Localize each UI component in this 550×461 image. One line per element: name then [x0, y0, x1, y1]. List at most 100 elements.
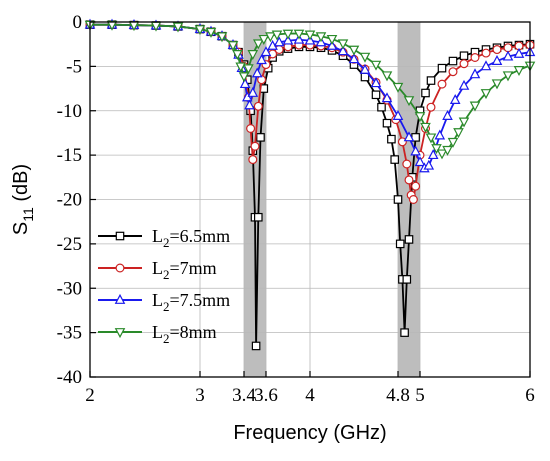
series-0-point-31: [377, 102, 386, 112]
series-1-point-35: [408, 195, 418, 205]
y-tick-label-6: -30: [57, 278, 82, 299]
legend-marker-1: [115, 263, 125, 273]
series-3-point-6: [205, 27, 217, 38]
series-3-point-11: [238, 72, 250, 83]
series-2-point-42: [480, 60, 492, 71]
legend-label-main-2: L: [152, 290, 163, 310]
series-3-point-28: [392, 82, 404, 93]
series-3-point-12: [243, 64, 254, 75]
series-0-point-44: [421, 88, 430, 98]
series-1-point-46: [503, 43, 513, 53]
series-0-point-39: [402, 275, 412, 284]
legend-entry-2: L2=7.5mm: [98, 290, 230, 314]
series-0-point-36: [395, 239, 405, 249]
series-3-point-17: [271, 30, 283, 41]
series-1-point-12: [246, 123, 256, 133]
series-3-point-33: [431, 144, 442, 155]
series-2-point-41: [469, 68, 481, 79]
series-2-point-28: [370, 77, 382, 88]
series-3-point-32: [425, 133, 437, 144]
legend-label-main-0: L: [152, 226, 163, 246]
legend-label-sub-1: 2: [163, 267, 170, 282]
series-2-point-17: [260, 46, 272, 57]
y-axis-title-sub: 11: [20, 207, 36, 222]
x-tick-label-7: 6: [525, 385, 535, 406]
legend-label-sub-2: 2: [163, 299, 170, 314]
series-3-point-23: [337, 39, 349, 50]
series-1-point-40: [437, 79, 447, 89]
series-0-point-48: [459, 51, 469, 61]
series-0-point-15: [251, 341, 261, 351]
series-0-point-46: [437, 63, 447, 73]
y-tick-label-3: -15: [57, 145, 82, 166]
x-tick-labels: 2 3 3.43.6 4 4.8 5 6: [85, 385, 535, 406]
series-1-point-15: [253, 101, 263, 111]
series-3-point-41: [491, 79, 503, 90]
series-3-point-18: [282, 29, 294, 40]
series-2-point-25: [337, 45, 349, 56]
series-3-point-5: [194, 25, 206, 36]
series-2-point-27: [359, 63, 371, 74]
y-tick-label-4: -20: [57, 190, 82, 211]
series-2-point-31: [403, 131, 415, 142]
series-3-point-29: [403, 96, 415, 107]
series-2-point-26: [348, 53, 360, 64]
series-3-point-20: [304, 30, 316, 41]
x-tick-label-3: 3.6: [254, 385, 278, 406]
series-3-point-21: [315, 32, 327, 43]
legend-entry-3: L2=8mm: [98, 322, 217, 346]
series-2-point-33: [414, 156, 426, 167]
y-tick-label-0: 0: [73, 12, 83, 33]
series-1-point-14: [250, 141, 260, 151]
series-0-point-45: [426, 76, 436, 85]
series-3-point-4: [172, 22, 184, 33]
legend-label-1: L2=7mm: [152, 258, 217, 282]
series-3-point-14: [253, 39, 264, 50]
series-0-point-40: [404, 235, 414, 244]
series-3-point-25: [359, 52, 371, 63]
series-3-point-35: [442, 145, 453, 156]
y-tick-labels: 0 -5 -10 -15 -20 -25 -30 -35 -40: [57, 12, 82, 388]
legend-entry-0: L2=6.5mm: [98, 226, 230, 250]
legend-label-value-0: =6.5mm: [170, 226, 231, 246]
series-1-point-43: [470, 52, 480, 62]
series-0-point-30: [371, 90, 381, 100]
series-2-point-29: [381, 92, 393, 103]
x-tick-label-2: 3.4: [232, 385, 256, 406]
x-tick-label-6: 5: [415, 385, 425, 406]
tick-marks: [89, 21, 531, 378]
series-3-point-43: [513, 66, 525, 77]
series-3-point-15: [258, 34, 270, 45]
series-2-point-24: [326, 39, 338, 50]
series-3-point-16: [265, 32, 276, 43]
series-3-point-30: [414, 112, 426, 123]
series-group: [84, 18, 536, 351]
series-3-point-22: [326, 34, 338, 45]
series-0-point-38: [400, 328, 409, 337]
legend-label-sub-3: 2: [163, 331, 170, 346]
series-3-point-40: [480, 89, 492, 100]
series-2-point-35: [423, 159, 435, 170]
x-tick-label-4: 4: [305, 385, 315, 406]
series-3-point-10: [235, 62, 246, 73]
series-3-point-34: [436, 149, 448, 160]
series-2-point-39: [449, 94, 461, 105]
y-tick-label-5: -25: [57, 234, 82, 255]
legend-marker-3: [114, 328, 126, 339]
series-3-point-13: [247, 50, 259, 61]
legend-label-value-3: =8mm: [170, 322, 217, 342]
series-2-point-43: [491, 54, 503, 65]
legend-label-2: L2=7.5mm: [152, 290, 230, 314]
series-3-point-27: [381, 71, 393, 82]
series-3-point-42: [502, 71, 514, 82]
legend-marker-0: [115, 231, 125, 241]
y-tick-label-1: -5: [66, 56, 82, 77]
x-tick-label-0: 2: [85, 385, 95, 406]
series-0-point-17: [256, 133, 265, 142]
series-1-point-39: [426, 102, 436, 112]
series-1-point-36: [411, 181, 421, 191]
series-2-point-19: [273, 36, 285, 47]
series-1-point-41: [448, 67, 458, 77]
y-axis-title-unit: (dB): [10, 164, 32, 207]
